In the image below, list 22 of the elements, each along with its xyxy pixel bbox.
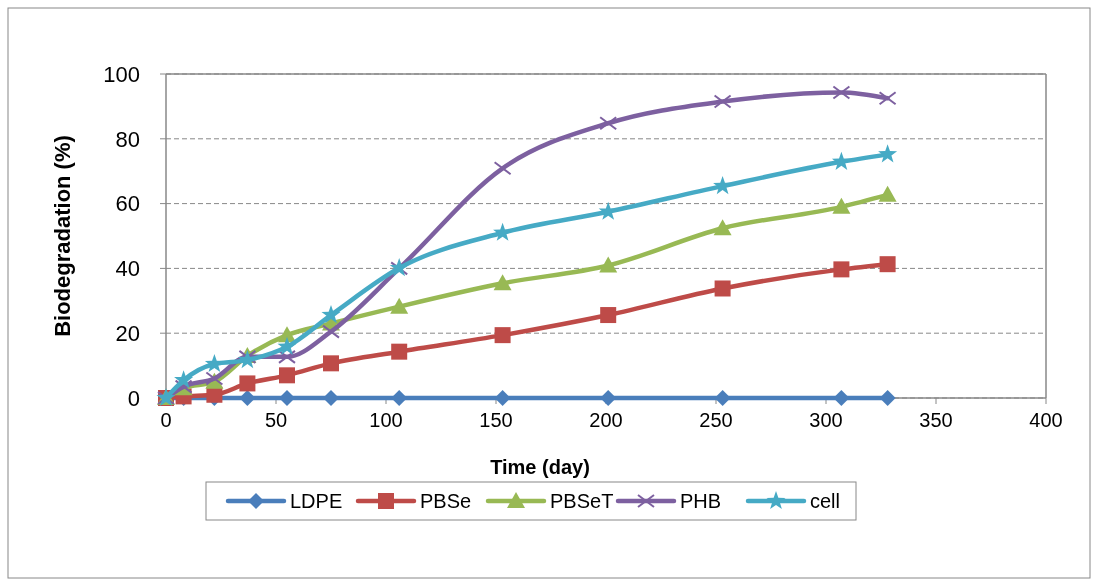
y-axis-title: Biodegradation (%)	[50, 135, 75, 337]
y-tick-label: 60	[115, 191, 140, 217]
legend-label: cell	[810, 490, 841, 512]
legend-label: PHB	[680, 490, 722, 512]
y-tick-label: 20	[115, 320, 140, 346]
x-tick-label: 200	[589, 409, 623, 431]
x-tick-label: 350	[919, 409, 953, 431]
y-tick-label: 100	[103, 61, 140, 87]
x-tick-label: 250	[699, 409, 733, 431]
x-tick-label: 100	[369, 409, 403, 431]
legend-label: PBSe	[420, 490, 472, 512]
y-tick-label: 0	[127, 385, 140, 411]
x-tick-label: 0	[160, 409, 172, 431]
x-tick-label: 150	[479, 409, 513, 431]
y-tick-label: 80	[115, 126, 140, 152]
x-tick-label: 400	[1029, 409, 1063, 431]
y-tick-label: 40	[115, 256, 140, 282]
x-tick-label: 300	[809, 409, 843, 431]
legend-label: PBSeT	[550, 490, 614, 512]
x-axis-title: Time (day)	[490, 456, 590, 478]
x-tick-label: 50	[264, 409, 288, 431]
legend-label: LDPE	[290, 490, 343, 512]
